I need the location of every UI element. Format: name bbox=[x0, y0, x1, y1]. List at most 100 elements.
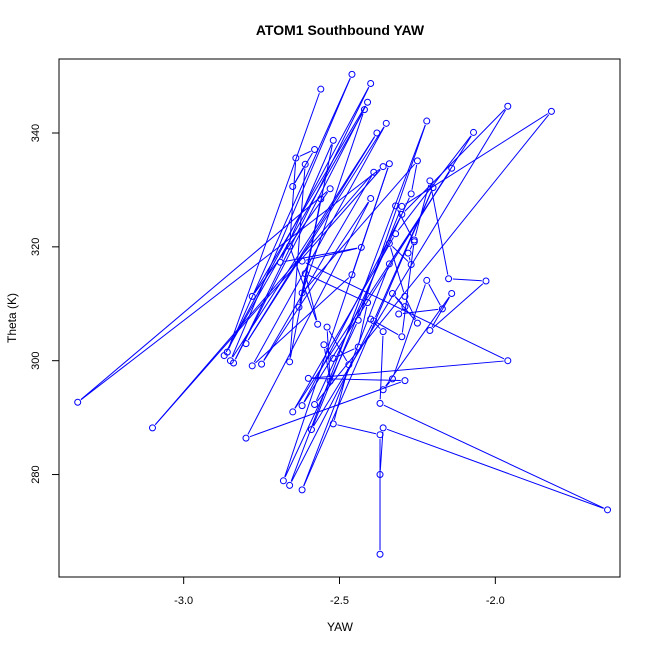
data-point bbox=[395, 310, 403, 318]
y-axis-label: Theta (K) bbox=[5, 293, 19, 343]
series-line-segment bbox=[284, 167, 389, 477]
data-point bbox=[401, 303, 409, 311]
data-point bbox=[248, 362, 256, 370]
data-point bbox=[298, 486, 306, 494]
series-line-segment bbox=[392, 245, 409, 262]
series-line-segment bbox=[312, 360, 504, 379]
data-point bbox=[301, 160, 309, 168]
data-point bbox=[149, 424, 156, 432]
data-point bbox=[242, 434, 250, 442]
data-point bbox=[304, 374, 312, 382]
data-point bbox=[298, 289, 306, 297]
data-point bbox=[329, 136, 337, 144]
data-point bbox=[401, 292, 409, 300]
series-line-segment bbox=[393, 284, 426, 376]
series-line-segment bbox=[324, 348, 330, 378]
series-line-segment bbox=[306, 247, 358, 261]
data-point bbox=[392, 230, 400, 238]
data-point bbox=[385, 260, 393, 268]
series-line-segment bbox=[408, 257, 411, 261]
data-point bbox=[445, 275, 453, 283]
series-line-segment bbox=[247, 126, 385, 341]
data-point bbox=[438, 305, 446, 313]
data-point bbox=[248, 292, 256, 300]
data-point bbox=[367, 315, 375, 323]
series-line-segment bbox=[333, 368, 349, 420]
series-line-segment bbox=[374, 320, 399, 336]
series-line-segment bbox=[428, 283, 441, 306]
data-point bbox=[376, 471, 384, 479]
series-line-segment bbox=[290, 250, 317, 321]
data-point bbox=[317, 195, 325, 203]
series-line-segment bbox=[290, 124, 426, 482]
data-point bbox=[360, 106, 368, 114]
series-line-segment bbox=[379, 432, 384, 471]
data-point bbox=[407, 190, 415, 198]
data-point bbox=[448, 290, 456, 298]
data-point bbox=[276, 258, 284, 266]
data-point bbox=[385, 239, 393, 247]
data-series bbox=[74, 70, 612, 558]
data-point bbox=[230, 359, 238, 367]
data-point bbox=[286, 242, 294, 250]
series-line-segment bbox=[294, 152, 313, 184]
data-point bbox=[373, 129, 381, 137]
x-axis-label: YAW bbox=[327, 620, 354, 634]
x-tick-label: -3.0 bbox=[174, 595, 193, 607]
data-point bbox=[364, 299, 372, 307]
data-point bbox=[410, 238, 418, 246]
data-point bbox=[426, 177, 434, 185]
y-tick-label: 300 bbox=[30, 352, 42, 370]
data-point bbox=[423, 276, 431, 284]
data-point bbox=[367, 79, 375, 87]
series-line-segment bbox=[289, 162, 297, 243]
data-point bbox=[298, 257, 306, 265]
data-point bbox=[348, 271, 356, 279]
data-point bbox=[379, 424, 387, 432]
data-point bbox=[413, 319, 421, 327]
series-line-segment bbox=[385, 381, 391, 387]
series-line-segment bbox=[386, 428, 604, 509]
data-point bbox=[311, 401, 319, 409]
series-line-segment bbox=[358, 306, 368, 344]
series-line-segment bbox=[308, 274, 364, 302]
series-line-segment bbox=[394, 296, 416, 321]
series-line-segment bbox=[284, 247, 358, 262]
series-line-segment bbox=[432, 283, 484, 329]
data-point bbox=[376, 431, 384, 439]
series-line-segment bbox=[228, 77, 351, 349]
series-line-segment bbox=[228, 92, 320, 349]
data-point bbox=[547, 107, 555, 115]
data-point bbox=[289, 183, 297, 191]
series-line-segment bbox=[383, 404, 604, 509]
series-line-segment bbox=[397, 209, 413, 239]
y-tick-label: 340 bbox=[30, 124, 42, 142]
series-line-segment bbox=[336, 348, 355, 358]
data-point bbox=[289, 408, 297, 416]
data-point bbox=[348, 70, 356, 78]
series-line-segment bbox=[390, 247, 405, 293]
series-line-segment bbox=[313, 109, 507, 427]
series-line-segment bbox=[303, 217, 401, 403]
series-line-segment bbox=[302, 113, 364, 290]
data-point bbox=[354, 343, 362, 351]
series-line-segment bbox=[411, 164, 418, 190]
data-point bbox=[320, 341, 328, 349]
data-point bbox=[367, 194, 375, 202]
data-point bbox=[448, 164, 456, 172]
data-point bbox=[376, 550, 384, 558]
data-point bbox=[401, 377, 409, 385]
series-line-segment bbox=[385, 296, 450, 387]
series-line-segment bbox=[404, 108, 506, 212]
series-line-segment bbox=[234, 87, 370, 360]
data-point bbox=[392, 202, 400, 210]
data-point bbox=[286, 481, 294, 489]
data-point bbox=[379, 328, 387, 336]
data-point bbox=[376, 399, 384, 407]
x-tick-label: -2.0 bbox=[486, 595, 505, 607]
series-line-segment bbox=[401, 244, 415, 333]
data-point bbox=[426, 327, 434, 335]
data-point bbox=[323, 323, 331, 331]
series-line-segment bbox=[430, 184, 449, 275]
